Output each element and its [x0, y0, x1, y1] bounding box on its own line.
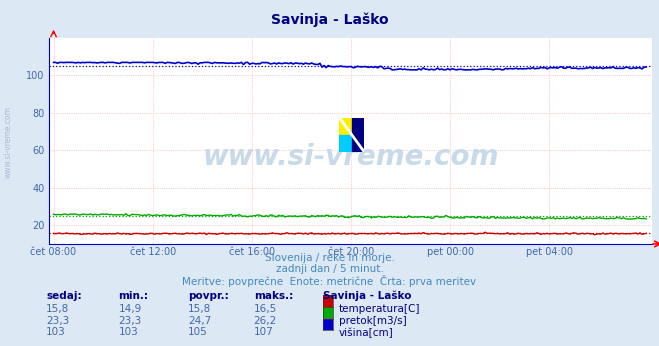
Text: 15,8: 15,8 — [188, 304, 211, 314]
Text: 16,5: 16,5 — [254, 304, 277, 314]
Text: 15,8: 15,8 — [46, 304, 69, 314]
Text: www.si-vreme.com: www.si-vreme.com — [203, 144, 499, 172]
Text: Slovenija / reke in morje.: Slovenija / reke in morje. — [264, 253, 395, 263]
Text: 105: 105 — [188, 327, 208, 337]
Text: 14,9: 14,9 — [119, 304, 142, 314]
Text: 26,2: 26,2 — [254, 316, 277, 326]
Text: 23,3: 23,3 — [46, 316, 69, 326]
Text: maks.:: maks.: — [254, 291, 293, 301]
Text: pretok[m3/s]: pretok[m3/s] — [339, 316, 407, 326]
Text: sedaj:: sedaj: — [46, 291, 82, 301]
Text: 24,7: 24,7 — [188, 316, 211, 326]
Bar — [352, 118, 364, 152]
Text: Savinja - Laško: Savinja - Laško — [323, 291, 411, 301]
Text: 107: 107 — [254, 327, 273, 337]
Text: 103: 103 — [119, 327, 138, 337]
Text: Meritve: povprečne  Enote: metrične  Črta: prva meritev: Meritve: povprečne Enote: metrične Črta:… — [183, 275, 476, 287]
Text: 103: 103 — [46, 327, 66, 337]
Text: povpr.:: povpr.: — [188, 291, 229, 301]
Text: zadnji dan / 5 minut.: zadnji dan / 5 minut. — [275, 264, 384, 274]
Text: www.si-vreme.com: www.si-vreme.com — [4, 106, 13, 178]
Bar — [339, 118, 352, 135]
Text: min.:: min.: — [119, 291, 149, 301]
Text: temperatura[C]: temperatura[C] — [339, 304, 420, 314]
Bar — [339, 135, 352, 152]
Text: višina[cm]: višina[cm] — [339, 327, 393, 338]
Text: Savinja - Laško: Savinja - Laško — [271, 12, 388, 27]
Text: 23,3: 23,3 — [119, 316, 142, 326]
